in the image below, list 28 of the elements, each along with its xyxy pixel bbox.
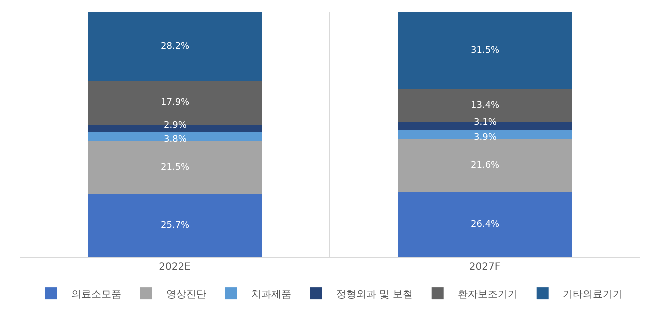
legend-label: 환자보조기기 — [458, 289, 518, 300]
bar — [398, 12, 572, 90]
bar — [88, 132, 262, 142]
bar — [398, 192, 572, 257]
bar — [88, 194, 262, 257]
data-label: 28.2% — [161, 42, 190, 52]
x-tick-label: 2022E — [159, 262, 191, 273]
bar — [88, 141, 262, 194]
legend-label: 치과제품 — [252, 289, 292, 300]
data-label: 21.6% — [471, 161, 500, 171]
data-label: 2.9% — [164, 121, 188, 131]
data-label: 17.9% — [161, 98, 190, 108]
data-label: 21.5% — [161, 163, 190, 173]
data-label: 3.1% — [474, 118, 498, 128]
data-label: 13.4% — [471, 101, 500, 111]
data-label: 26.4% — [471, 220, 500, 230]
legend-label: 정형외과 및 보철 — [336, 289, 413, 300]
legend-label: 의료소모품 — [72, 289, 122, 300]
data-label: 3.8% — [164, 135, 188, 145]
bar — [398, 139, 572, 192]
data-label: 25.7% — [161, 221, 190, 231]
x-tick-label: 2027F — [469, 262, 501, 273]
data-label: 3.9% — [474, 133, 498, 143]
bar — [398, 130, 572, 140]
bar — [88, 12, 262, 82]
legend-label: 기타의료기기 — [562, 289, 623, 300]
legend-label: 영상진단 — [166, 289, 206, 300]
data-label: 31.5% — [471, 46, 500, 56]
